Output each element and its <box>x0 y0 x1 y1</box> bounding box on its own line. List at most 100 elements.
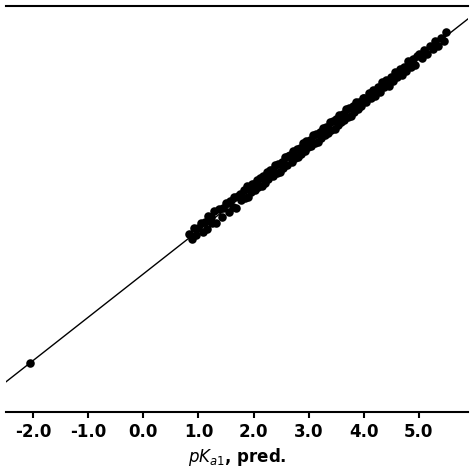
Point <box>321 131 328 139</box>
Point <box>264 175 272 183</box>
Point <box>329 117 337 125</box>
Point <box>324 129 332 137</box>
Point <box>298 150 305 158</box>
Point <box>230 193 238 201</box>
Point <box>199 228 207 235</box>
Point <box>225 208 233 216</box>
Point <box>316 128 323 136</box>
Point <box>212 219 220 227</box>
Point <box>322 123 330 130</box>
Point <box>246 183 253 191</box>
Point <box>201 218 209 226</box>
Point <box>420 46 428 54</box>
Point <box>218 213 225 220</box>
Point <box>205 212 212 220</box>
Point <box>268 166 275 173</box>
Point <box>261 179 269 186</box>
Point <box>274 160 282 167</box>
Point <box>276 168 284 175</box>
Point <box>309 132 317 139</box>
Point <box>344 113 352 120</box>
Point <box>240 186 247 194</box>
Point <box>437 34 445 41</box>
Point <box>387 73 394 81</box>
Point <box>210 207 218 215</box>
Point <box>369 86 377 94</box>
Point <box>392 68 399 75</box>
Point <box>331 125 338 133</box>
Point <box>195 225 202 232</box>
Point <box>326 118 333 126</box>
Point <box>409 55 417 63</box>
Point <box>440 37 447 45</box>
Point <box>278 158 285 165</box>
Point <box>356 98 363 105</box>
Point <box>280 164 287 172</box>
Point <box>337 118 345 126</box>
Point <box>372 92 379 100</box>
Point <box>405 58 412 65</box>
Point <box>434 42 442 50</box>
Point <box>376 88 383 95</box>
Point <box>347 112 355 120</box>
Point <box>288 158 295 165</box>
Point <box>216 205 223 213</box>
Point <box>354 105 362 113</box>
Point <box>251 187 259 194</box>
Point <box>346 104 353 111</box>
Point <box>294 154 302 161</box>
Point <box>185 230 192 238</box>
Point <box>253 176 261 183</box>
Point <box>400 63 408 70</box>
Point <box>396 65 403 73</box>
Point <box>318 135 325 142</box>
Point <box>429 46 437 53</box>
Point <box>423 51 431 58</box>
Point <box>308 143 315 150</box>
Point <box>334 122 342 129</box>
Point <box>385 82 392 90</box>
Point <box>443 28 450 36</box>
Point <box>363 98 370 106</box>
Point <box>229 203 237 211</box>
Point <box>244 193 252 201</box>
Point <box>222 199 230 206</box>
Point <box>247 188 255 196</box>
Point <box>357 102 365 109</box>
Point <box>416 51 423 58</box>
Point <box>398 72 406 79</box>
Point <box>383 76 390 83</box>
Point <box>192 231 200 239</box>
Point <box>393 73 401 81</box>
Point <box>304 143 312 151</box>
Point <box>266 166 274 174</box>
Point <box>341 117 348 124</box>
Point <box>352 98 360 105</box>
Point <box>418 54 425 62</box>
Point <box>380 83 388 91</box>
Point <box>241 194 249 202</box>
Point <box>293 146 301 153</box>
X-axis label: $\mathit{pK_{a1}}$, pred.: $\mathit{pK_{a1}}$, pred. <box>188 447 286 468</box>
Point <box>273 169 281 176</box>
Point <box>290 147 297 155</box>
Point <box>219 204 227 211</box>
Point <box>209 219 216 227</box>
Point <box>284 152 292 160</box>
Point <box>260 173 267 180</box>
Point <box>411 61 419 69</box>
Point <box>300 139 307 147</box>
Point <box>263 168 271 175</box>
Point <box>413 53 421 60</box>
Point <box>359 94 366 102</box>
Point <box>374 83 381 91</box>
Point <box>207 213 214 220</box>
Point <box>328 126 335 134</box>
Point <box>319 124 327 131</box>
Point <box>365 89 373 96</box>
Point <box>258 182 265 190</box>
Point <box>378 78 386 86</box>
Point <box>255 183 262 191</box>
Point <box>271 162 279 169</box>
Point <box>283 161 291 169</box>
